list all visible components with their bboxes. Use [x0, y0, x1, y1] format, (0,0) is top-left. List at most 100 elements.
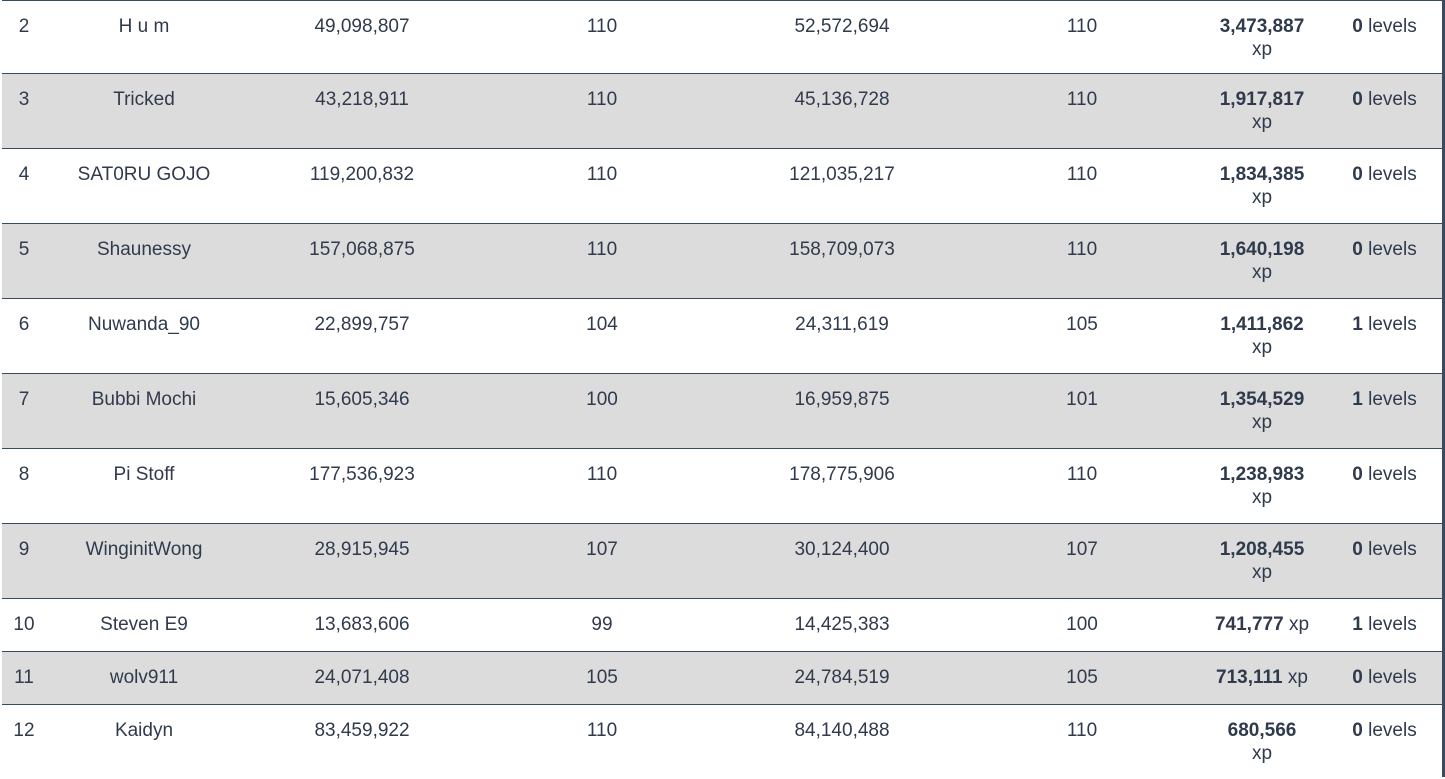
start-level-cell: 110: [586, 89, 618, 110]
start-level-cell: 110: [586, 164, 618, 185]
rank-cell: 5: [18, 239, 30, 260]
rank-cell: 12: [13, 720, 35, 741]
end-xp-cell: 24,784,519: [794, 667, 890, 688]
levels-gain-unit: levels: [1368, 89, 1417, 110]
end-xp-cell: 14,425,383: [794, 614, 890, 635]
end-level-cell: 105: [1066, 667, 1098, 688]
xp-gain-value: 1,354,529: [1219, 389, 1305, 410]
rank-cell: 8: [18, 464, 30, 485]
rank-cell: 9: [18, 539, 30, 560]
levels-gain-unit: levels: [1368, 16, 1417, 37]
start-xp-cell: 15,605,346: [314, 389, 410, 410]
rank-cell: 2: [18, 16, 30, 37]
end-level-cell: 110: [1066, 89, 1098, 110]
levels-gain-cell: 0 levels: [1332, 719, 1437, 742]
end-xp-cell: 52,572,694: [794, 16, 890, 37]
xp-gain-unit: xp: [1251, 39, 1273, 60]
table-row: 4 SAT0RU GOJO 119,200,832 110 121,035,217 110…: [2, 149, 1442, 224]
xp-gain-value: 1,834,385: [1219, 164, 1305, 185]
xp-gain-value: 1,640,198: [1219, 239, 1305, 260]
end-xp-cell: 178,775,906: [789, 464, 895, 485]
levels-gain-value: 0: [1352, 720, 1363, 741]
xp-gain-unit: xp: [1288, 614, 1310, 635]
table-row: 3 Tricked 43,218,911 110 45,136,728 110 1,917,…: [2, 74, 1442, 149]
xp-gain-unit: xp: [1251, 743, 1273, 764]
xp-gain-value: 1,208,455: [1219, 539, 1305, 560]
levels-gain-unit: levels: [1368, 239, 1417, 260]
start-level-cell: 110: [586, 239, 618, 260]
start-xp-cell: 22,899,757: [314, 314, 410, 335]
player-name-cell: Shaunessy: [96, 239, 191, 260]
player-name-cell: H u m: [118, 16, 170, 37]
start-xp-cell: 49,098,807: [314, 16, 410, 37]
levels-gain-value: 0: [1352, 164, 1363, 185]
end-xp-cell: 158,709,073: [789, 239, 895, 260]
levels-gain-unit: levels: [1368, 464, 1417, 485]
end-xp-cell: 30,124,400: [794, 539, 890, 560]
xp-gain-cell: 1,238,983 xp: [1177, 463, 1347, 509]
start-xp-cell: 83,459,922: [314, 720, 410, 741]
table-right-border: [1442, 0, 1445, 777]
levels-gain-unit: levels: [1368, 614, 1417, 635]
start-level-cell: 100: [586, 389, 618, 410]
table-row: 11 wolv911 24,071,408 105 24,784,519 105 713,1…: [2, 652, 1442, 705]
xp-gain-unit: xp: [1251, 262, 1273, 283]
levels-gain-unit: levels: [1368, 720, 1417, 741]
levels-gain-unit: levels: [1368, 539, 1417, 560]
levels-gain-value: 1: [1352, 389, 1363, 410]
table-row: 6 Nuwanda_90 22,899,757 104 24,311,619 105 1,4…: [2, 299, 1442, 374]
levels-gain-value: 0: [1352, 667, 1363, 688]
end-level-cell: 110: [1066, 464, 1098, 485]
end-xp-cell: 84,140,488: [794, 720, 890, 741]
xp-gain-unit: xp: [1251, 112, 1273, 133]
xp-gain-value: 713,111: [1216, 667, 1283, 688]
xp-gain-value: 680,566: [1227, 720, 1297, 741]
end-level-cell: 110: [1066, 16, 1098, 37]
player-name-cell: wolv911: [109, 667, 179, 688]
levels-gain-value: 0: [1352, 239, 1363, 260]
levels-gain-value: 1: [1352, 614, 1363, 635]
xp-gain-value: 1,411,862: [1220, 314, 1304, 335]
xp-gain-cell: 3,473,887 xp: [1177, 15, 1347, 61]
levels-gain-cell: 0 levels: [1332, 88, 1437, 111]
levels-gain-value: 0: [1352, 89, 1363, 110]
levels-gain-cell: 1 levels: [1332, 613, 1437, 636]
xp-gain-cell: 1,354,529 xp: [1177, 388, 1347, 434]
rank-cell: 6: [18, 314, 30, 335]
xp-gain-value: 3,473,887: [1219, 16, 1305, 37]
end-xp-cell: 45,136,728: [794, 89, 890, 110]
table-row: 5 Shaunessy 157,068,875 110 158,709,073 110 1,…: [2, 224, 1442, 299]
table-row: 12 Kaidyn 83,459,922 110 84,140,488 110 680,56…: [2, 705, 1442, 779]
end-level-cell: 110: [1066, 720, 1098, 741]
xp-gain-cell: 1,834,385 xp: [1177, 163, 1347, 209]
player-name-cell: Bubbi Mochi: [91, 389, 197, 410]
levels-gain-cell: 0 levels: [1332, 538, 1437, 561]
player-name-cell: SAT0RU GOJO: [77, 164, 211, 185]
xp-gain-unit: xp: [1251, 187, 1273, 208]
xp-gain-unit: xp: [1251, 487, 1273, 508]
player-name-cell: Pi Stoff: [113, 464, 175, 485]
end-level-cell: 100: [1066, 614, 1098, 635]
end-level-cell: 107: [1066, 539, 1098, 560]
start-level-cell: 110: [586, 16, 618, 37]
start-level-cell: 110: [586, 720, 618, 741]
rank-cell: 11: [14, 667, 34, 688]
table-row: 10 Steven E9 13,683,606 99 14,425,383 100 741,…: [2, 599, 1442, 652]
player-name-cell: Nuwanda_90: [88, 314, 200, 335]
rank-cell: 7: [18, 389, 30, 410]
end-level-cell: 101: [1066, 389, 1098, 410]
levels-gain-unit: levels: [1368, 667, 1417, 688]
levels-gain-cell: 0 levels: [1332, 15, 1437, 38]
end-level-cell: 110: [1066, 164, 1098, 185]
xp-gain-cell: 1,640,198 xp: [1177, 238, 1347, 284]
player-name-cell: WinginitWong: [85, 539, 203, 560]
end-level-cell: 110: [1066, 239, 1098, 260]
table-row: 9 WinginitWong 28,915,945 107 30,124,400 107 1…: [2, 524, 1442, 599]
start-level-cell: 99: [591, 614, 613, 635]
player-name-cell: Tricked: [113, 89, 175, 110]
levels-gain-cell: 0 levels: [1332, 666, 1437, 689]
levels-gain-unit: levels: [1368, 314, 1417, 335]
start-xp-cell: 177,536,923: [309, 464, 415, 485]
start-xp-cell: 28,915,945: [314, 539, 410, 560]
